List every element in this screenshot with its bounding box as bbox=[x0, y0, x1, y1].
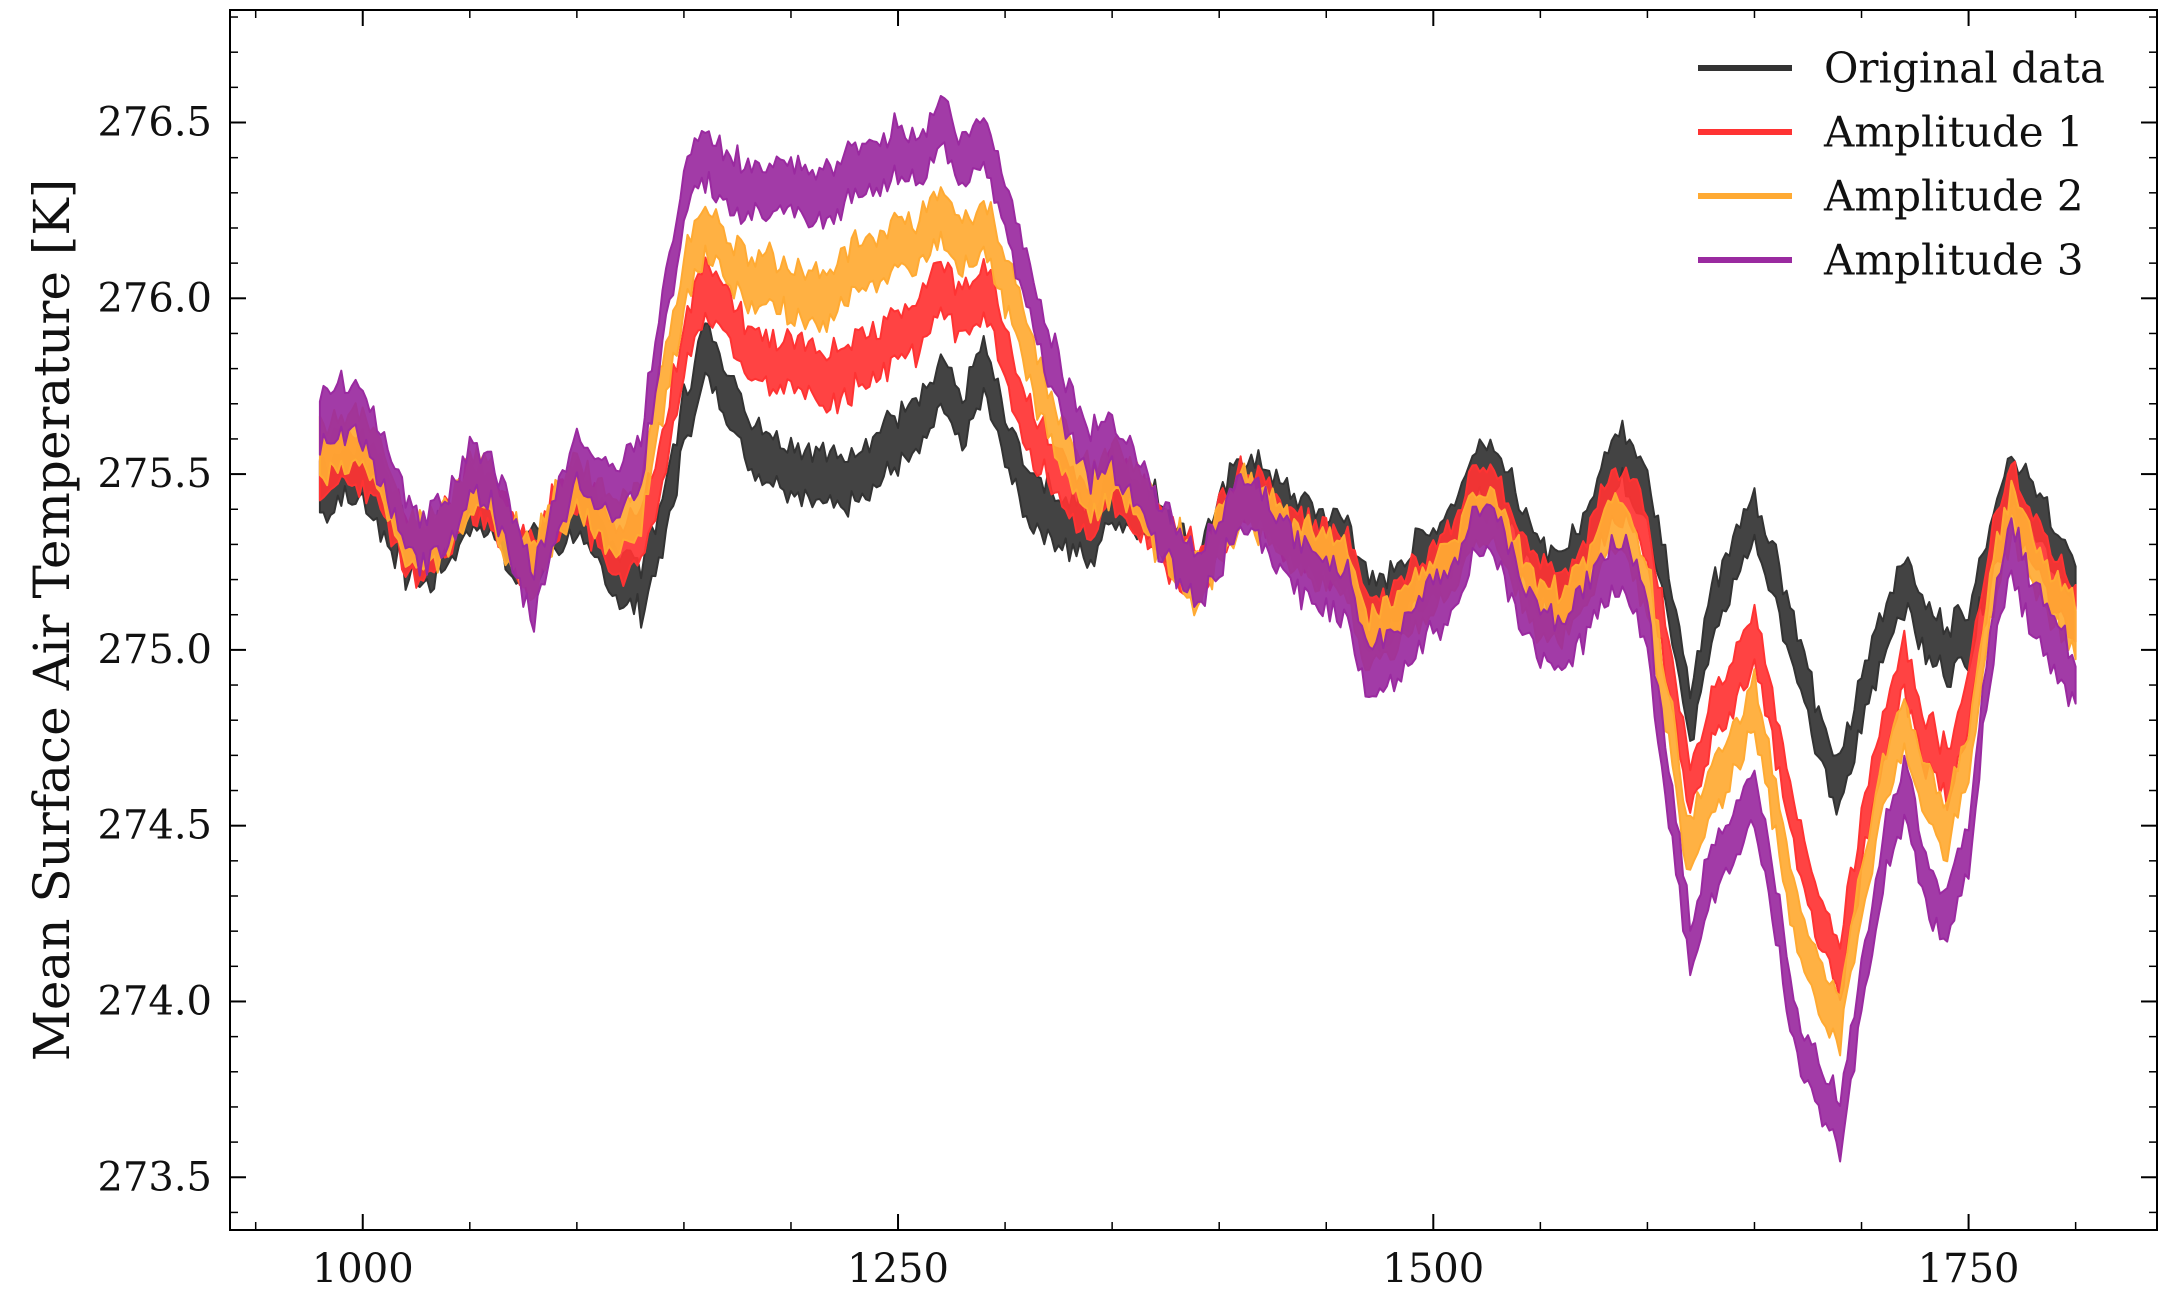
legend: Original data Amplitude 1 Amplitude 2 Ampli… bbox=[1698, 44, 2105, 285]
series-layer bbox=[318, 95, 2077, 1163]
y-axis-label: Mean Surface Air Temperature [K] bbox=[23, 179, 81, 1062]
series-amplitude-2-band bbox=[318, 186, 2077, 1057]
legend-label-original-data: Original data bbox=[1824, 44, 2105, 93]
plot-frame bbox=[229, 9, 2158, 1231]
legend-label-amplitude-1: Amplitude 1 bbox=[1823, 108, 2084, 157]
x-tick-label-1750: 1750 bbox=[1918, 1246, 2020, 1292]
x-tick-label-1250: 1250 bbox=[847, 1246, 949, 1292]
x-axis-ticks: 1000 1250 1500 1750 bbox=[312, 10, 2020, 1292]
x-tick-label-1000: 1000 bbox=[312, 1246, 414, 1292]
legend-label-amplitude-2: Amplitude 2 bbox=[1823, 172, 2084, 221]
y-tick-label-276: 276.0 bbox=[97, 275, 212, 321]
y-tick-label-276.5: 276.5 bbox=[97, 100, 212, 146]
legend-label-amplitude-3: Amplitude 3 bbox=[1823, 236, 2084, 285]
y-axis-ticks: 273.5 274.0 274.5 275.0 275.5 276.0 276.5 bbox=[97, 100, 2157, 1200]
y-tick-label-274: 274.0 bbox=[97, 978, 212, 1024]
series-amplitude-3-band bbox=[318, 95, 2077, 1163]
y-tick-label-273.5: 273.5 bbox=[97, 1154, 212, 1200]
x-tick-label-1500: 1500 bbox=[1382, 1246, 1484, 1292]
y-tick-label-275: 275.0 bbox=[97, 627, 212, 673]
minor-ticks bbox=[230, 10, 2157, 1230]
y-tick-label-274.5: 274.5 bbox=[97, 803, 212, 849]
y-tick-label-275.5: 275.5 bbox=[97, 451, 212, 497]
